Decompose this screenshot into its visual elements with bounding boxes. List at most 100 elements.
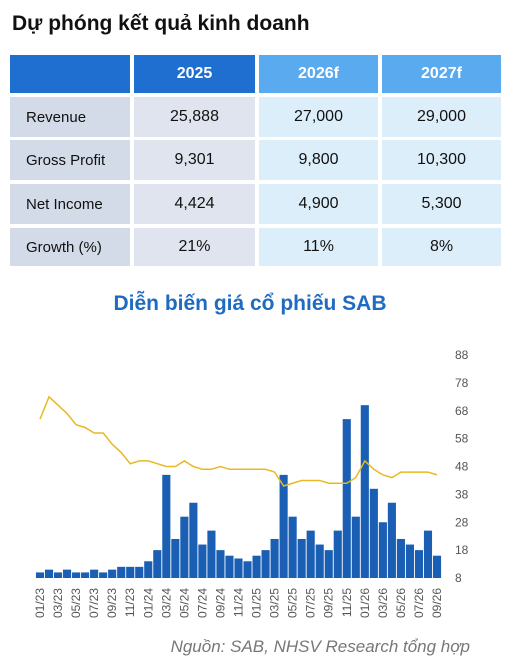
table-cell: 21% xyxy=(134,228,255,266)
volume-bar xyxy=(126,566,135,578)
volume-bar xyxy=(387,502,396,578)
volume-bar xyxy=(44,569,54,578)
volume-bar xyxy=(414,550,424,578)
row-label: Revenue xyxy=(10,97,130,137)
x-tick-label: 09/23 xyxy=(105,588,119,618)
y-tick-label: 48 xyxy=(455,460,469,474)
volume-bar xyxy=(234,558,243,578)
volume-bar xyxy=(324,550,333,578)
volume-bar xyxy=(189,502,198,578)
volume-bar xyxy=(369,488,378,578)
volume-bar xyxy=(216,550,225,578)
row-label: Gross Profit xyxy=(10,140,130,180)
table-cell: 5,300 xyxy=(382,184,501,224)
x-tick-label: 11/23 xyxy=(123,588,137,617)
table-cell: 29,000 xyxy=(382,97,501,137)
header-cell: 2027f xyxy=(382,55,501,93)
table-cell: 25,888 xyxy=(134,97,255,137)
volume-bar xyxy=(162,474,171,578)
header-cell xyxy=(10,55,130,93)
volume-bar xyxy=(423,530,433,578)
volume-bar xyxy=(342,419,351,578)
x-tick-label: 03/23 xyxy=(51,588,65,618)
volume-bar xyxy=(243,561,252,578)
table-cell: 10,300 xyxy=(382,140,501,180)
x-tick-label: 01/25 xyxy=(250,588,264,618)
x-tick-label: 11/25 xyxy=(340,588,354,617)
x-tick-label: 03/25 xyxy=(268,588,282,618)
volume-bar xyxy=(53,572,63,578)
table-cell: 4,900 xyxy=(259,184,378,224)
y-tick-label: 28 xyxy=(455,515,469,529)
y-tick-label: 18 xyxy=(455,543,469,557)
volume-bar xyxy=(90,569,99,578)
volume-bar xyxy=(396,538,405,578)
table-cell: 4,424 xyxy=(134,184,255,224)
volume-bar xyxy=(405,544,414,578)
x-tick-label: 05/26 xyxy=(394,588,408,618)
header-cell: 2026f xyxy=(259,55,378,93)
volume-bar xyxy=(35,572,45,578)
y-tick-label: 8 xyxy=(455,571,462,585)
x-tick-label: 09/25 xyxy=(322,588,336,618)
volume-bar xyxy=(180,516,189,578)
y-tick-label: 38 xyxy=(455,487,469,501)
y-tick-label: 58 xyxy=(455,432,469,446)
volume-bar xyxy=(171,538,180,578)
x-tick-label: 01/24 xyxy=(141,588,155,618)
x-tick-label: 09/24 xyxy=(213,588,227,618)
y-tick-label: 88 xyxy=(455,348,469,362)
page-title: Dự phóng kết quả kinh doanh xyxy=(12,12,310,35)
x-tick-label: 07/24 xyxy=(195,588,209,618)
source-note: Nguồn: SAB, NHSV Research tổng hợp xyxy=(170,637,470,656)
volume-bar xyxy=(288,516,297,578)
table-cell: 8% xyxy=(382,228,501,266)
x-tick-label: 05/25 xyxy=(286,588,300,618)
table-cell: 9,800 xyxy=(259,140,378,180)
volume-bar xyxy=(99,572,108,578)
x-tick-label: 05/23 xyxy=(69,588,83,618)
volume-bar xyxy=(135,566,144,578)
x-tick-label: 11/24 xyxy=(232,588,246,617)
price-line xyxy=(39,395,438,487)
volume-bar xyxy=(351,516,360,578)
volume-bar xyxy=(63,569,72,578)
x-tick-label: 01/23 xyxy=(33,588,47,618)
header-cell: 2025 xyxy=(134,55,255,93)
volume-bar xyxy=(252,555,261,578)
volume-bar xyxy=(306,530,315,578)
volume-bar xyxy=(144,561,153,578)
volume-bar xyxy=(432,555,442,578)
volume-bar xyxy=(225,555,234,578)
table-cell: 9,301 xyxy=(134,140,255,180)
row-label: Growth (%) xyxy=(10,228,130,266)
x-tick-label: 07/23 xyxy=(87,588,101,618)
volume-bar xyxy=(360,405,369,578)
volume-bar xyxy=(198,544,207,578)
volume-bar xyxy=(378,522,387,578)
volume-bar xyxy=(117,566,126,578)
x-tick-label: 03/24 xyxy=(159,588,173,618)
x-tick-label: 03/26 xyxy=(376,588,390,618)
row-label: Net Income xyxy=(10,184,130,224)
x-tick-label: 05/24 xyxy=(177,588,191,618)
volume-bar xyxy=(261,550,270,578)
table-cell: 27,000 xyxy=(259,97,378,137)
x-tick-label: 01/26 xyxy=(358,588,372,618)
volume-bar xyxy=(207,530,216,578)
volume-bar xyxy=(333,530,342,578)
x-tick-label: 07/25 xyxy=(304,588,318,618)
table-cell: 11% xyxy=(259,228,378,266)
volume-bar xyxy=(297,538,306,578)
volume-bar xyxy=(153,550,162,578)
y-tick-label: 78 xyxy=(455,376,469,390)
y-tick-label: 68 xyxy=(455,404,469,418)
volume-bar xyxy=(108,569,117,578)
volume-bar xyxy=(279,474,288,578)
volume-bar xyxy=(72,572,81,578)
volume-bar xyxy=(81,572,90,578)
volume-bar xyxy=(315,544,324,578)
x-tick-label: 07/26 xyxy=(412,588,426,618)
